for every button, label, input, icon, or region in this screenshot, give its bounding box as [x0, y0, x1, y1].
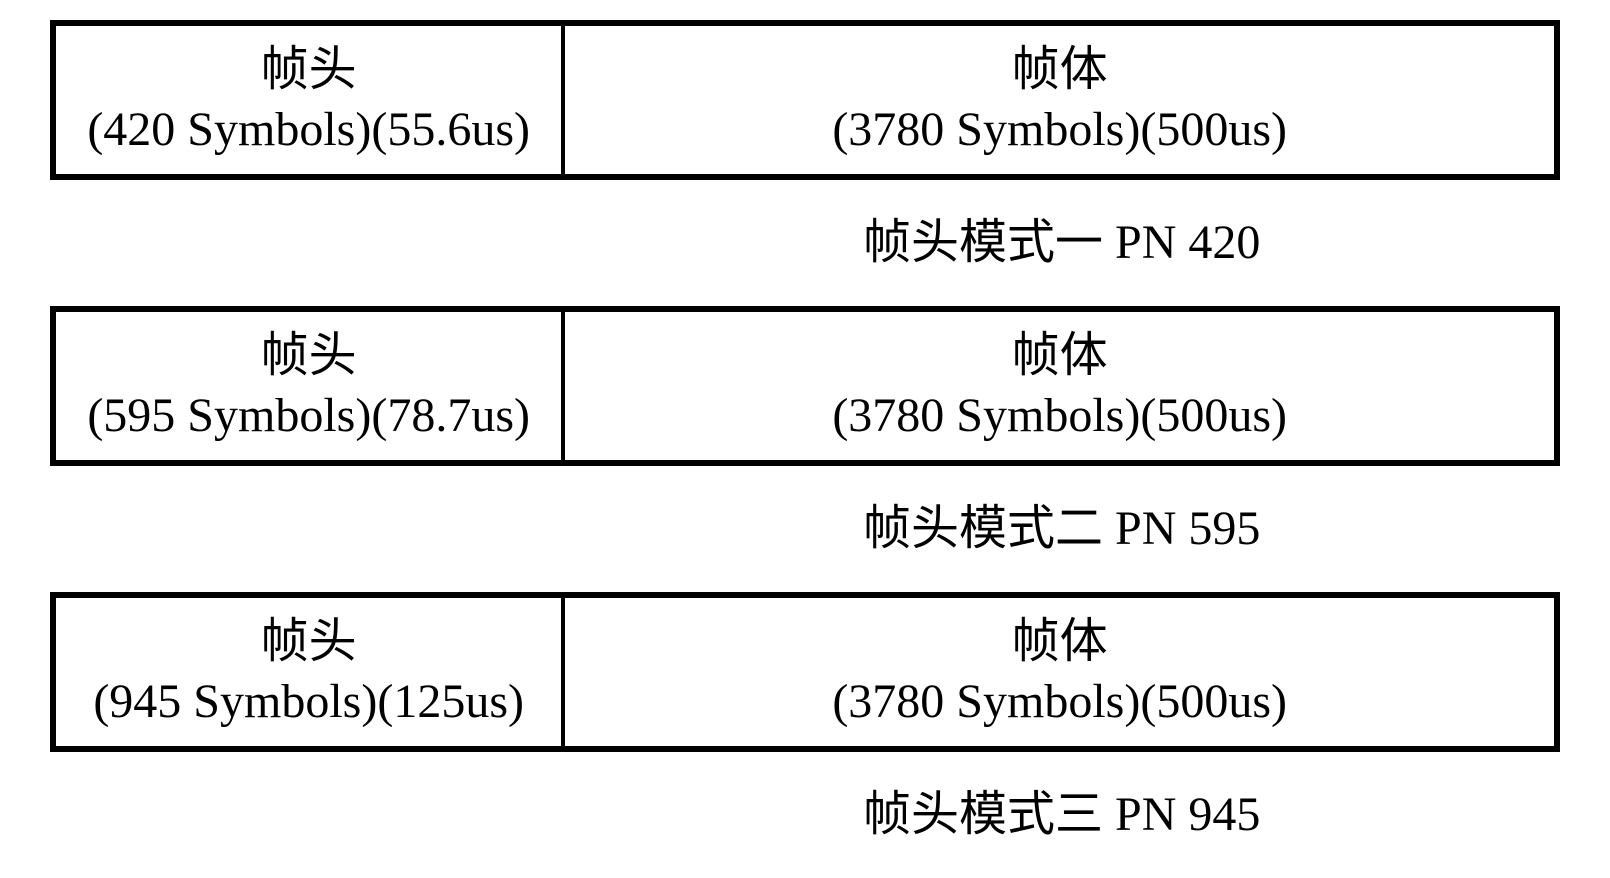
frame-header-title: 帧头: [261, 326, 357, 386]
caption-en: PN 420: [1115, 216, 1260, 269]
frame-header-cell: 帧头 (595 Symbols)(78.7us): [56, 312, 565, 460]
frame-body-detail: (3780 Symbols)(500us): [832, 386, 1287, 446]
caption-cn: 帧头模式二: [863, 502, 1103, 555]
frame-header-cell: 帧头 (420 Symbols)(55.6us): [56, 26, 565, 174]
frame-row: 帧头 (945 Symbols)(125us) 帧体 (3780 Symbols…: [50, 592, 1560, 752]
frame-row: 帧头 (420 Symbols)(55.6us) 帧体 (3780 Symbol…: [50, 20, 1560, 180]
frame-header-detail: (595 Symbols)(78.7us): [87, 386, 530, 446]
frame-body-title: 帧体: [1012, 40, 1108, 100]
frame-header-title: 帧头: [261, 40, 357, 100]
caption-cn: 帧头模式一: [863, 216, 1103, 269]
frame-body-title: 帧体: [1012, 612, 1108, 672]
frame-caption: 帧头模式二 PN 595: [50, 488, 1560, 558]
caption-cn: 帧头模式三: [863, 788, 1103, 841]
frame-caption: 帧头模式一 PN 420: [50, 202, 1560, 272]
frame-header-title: 帧头: [261, 612, 357, 672]
diagram-canvas: 帧头 (420 Symbols)(55.6us) 帧体 (3780 Symbol…: [0, 0, 1610, 876]
frame-body-detail: (3780 Symbols)(500us): [832, 672, 1287, 732]
frame-caption: 帧头模式三 PN 945: [50, 774, 1560, 844]
frame-header-cell: 帧头 (945 Symbols)(125us): [56, 598, 565, 746]
frame-body-cell: 帧体 (3780 Symbols)(500us): [565, 598, 1554, 746]
frame-body-cell: 帧体 (3780 Symbols)(500us): [565, 312, 1554, 460]
caption-en: PN 595: [1115, 502, 1260, 555]
frame-header-detail: (420 Symbols)(55.6us): [87, 100, 530, 160]
frame-body-detail: (3780 Symbols)(500us): [832, 100, 1287, 160]
frame-header-detail: (945 Symbols)(125us): [93, 672, 524, 732]
frame-structure-diagram: 帧头 (420 Symbols)(55.6us) 帧体 (3780 Symbol…: [50, 20, 1560, 878]
frame-body-cell: 帧体 (3780 Symbols)(500us): [565, 26, 1554, 174]
caption-en: PN 945: [1115, 788, 1260, 841]
frame-mode-1: 帧头 (420 Symbols)(55.6us) 帧体 (3780 Symbol…: [50, 20, 1560, 272]
frame-mode-3: 帧头 (945 Symbols)(125us) 帧体 (3780 Symbols…: [50, 592, 1560, 844]
frame-row: 帧头 (595 Symbols)(78.7us) 帧体 (3780 Symbol…: [50, 306, 1560, 466]
frame-body-title: 帧体: [1012, 326, 1108, 386]
frame-mode-2: 帧头 (595 Symbols)(78.7us) 帧体 (3780 Symbol…: [50, 306, 1560, 558]
